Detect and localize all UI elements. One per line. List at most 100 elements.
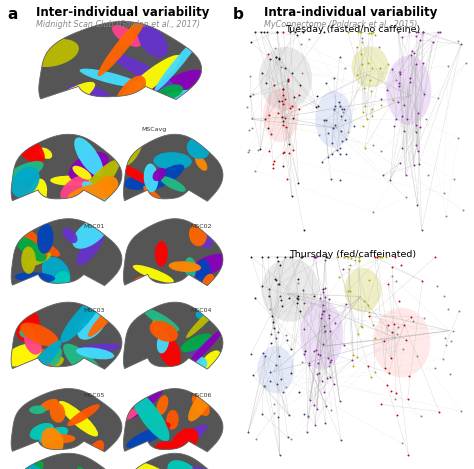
Ellipse shape	[154, 441, 179, 461]
Ellipse shape	[300, 300, 343, 370]
Ellipse shape	[76, 231, 104, 265]
PathPatch shape	[123, 453, 223, 469]
Ellipse shape	[60, 175, 89, 201]
Ellipse shape	[53, 271, 70, 291]
Ellipse shape	[138, 69, 202, 108]
Ellipse shape	[77, 467, 90, 469]
Ellipse shape	[181, 333, 212, 352]
Ellipse shape	[201, 274, 215, 294]
Ellipse shape	[191, 262, 214, 297]
Text: MSC06: MSC06	[190, 393, 211, 398]
PathPatch shape	[123, 134, 223, 201]
Ellipse shape	[171, 428, 199, 454]
PathPatch shape	[123, 453, 223, 469]
Ellipse shape	[153, 168, 166, 181]
Ellipse shape	[76, 348, 114, 359]
Ellipse shape	[257, 346, 294, 393]
PathPatch shape	[11, 134, 122, 201]
Ellipse shape	[19, 327, 35, 339]
Ellipse shape	[8, 461, 44, 469]
Text: MSC02: MSC02	[190, 224, 211, 229]
Text: Midnight Scan Club (Gordon et al., 2017): Midnight Scan Club (Gordon et al., 2017)	[36, 20, 200, 29]
Ellipse shape	[88, 298, 124, 337]
Ellipse shape	[4, 343, 41, 366]
Ellipse shape	[82, 182, 108, 205]
Ellipse shape	[150, 321, 178, 342]
Ellipse shape	[59, 401, 98, 437]
Text: MSC05: MSC05	[83, 393, 105, 398]
Ellipse shape	[74, 137, 103, 176]
Ellipse shape	[146, 164, 184, 190]
Ellipse shape	[144, 164, 158, 192]
Ellipse shape	[192, 393, 210, 416]
Ellipse shape	[15, 236, 46, 262]
Ellipse shape	[42, 257, 71, 288]
Ellipse shape	[24, 332, 42, 355]
Ellipse shape	[50, 402, 65, 423]
PathPatch shape	[123, 134, 223, 201]
Ellipse shape	[196, 308, 217, 321]
Ellipse shape	[85, 440, 104, 466]
Ellipse shape	[37, 242, 60, 257]
Ellipse shape	[80, 160, 119, 203]
Ellipse shape	[153, 421, 171, 430]
Text: MSCavg: MSCavg	[141, 127, 167, 132]
Ellipse shape	[39, 399, 58, 411]
Ellipse shape	[73, 217, 109, 249]
Text: b: b	[232, 7, 243, 22]
Ellipse shape	[50, 176, 91, 186]
Ellipse shape	[133, 265, 174, 283]
Ellipse shape	[48, 434, 75, 443]
Ellipse shape	[386, 55, 431, 125]
Ellipse shape	[189, 223, 207, 246]
Ellipse shape	[37, 224, 54, 254]
Text: a: a	[7, 7, 18, 22]
Text: MyConnectome (Poldrack et al., 2015): MyConnectome (Poldrack et al., 2015)	[264, 20, 417, 29]
Ellipse shape	[157, 332, 169, 354]
Ellipse shape	[142, 308, 179, 331]
Ellipse shape	[63, 228, 78, 243]
PathPatch shape	[39, 22, 201, 99]
PathPatch shape	[11, 219, 122, 286]
Ellipse shape	[156, 395, 168, 415]
Ellipse shape	[129, 276, 146, 296]
Ellipse shape	[195, 156, 208, 171]
Ellipse shape	[38, 148, 52, 159]
Text: Intra-individual variability: Intra-individual variability	[264, 6, 437, 19]
Ellipse shape	[315, 91, 352, 148]
Ellipse shape	[12, 346, 55, 374]
Ellipse shape	[30, 423, 54, 440]
Ellipse shape	[153, 152, 192, 170]
Ellipse shape	[138, 26, 168, 58]
Ellipse shape	[130, 461, 167, 469]
Ellipse shape	[123, 140, 142, 166]
Text: MSC03: MSC03	[83, 308, 105, 313]
Ellipse shape	[93, 176, 118, 200]
Ellipse shape	[199, 350, 220, 373]
Ellipse shape	[98, 13, 149, 76]
Ellipse shape	[187, 328, 224, 367]
Ellipse shape	[192, 466, 220, 469]
Ellipse shape	[20, 323, 59, 347]
Ellipse shape	[181, 424, 207, 445]
Ellipse shape	[18, 340, 62, 389]
Ellipse shape	[154, 34, 202, 92]
Ellipse shape	[373, 308, 430, 377]
Ellipse shape	[10, 183, 47, 205]
Ellipse shape	[186, 299, 225, 338]
Ellipse shape	[160, 176, 186, 192]
Ellipse shape	[263, 89, 298, 142]
PathPatch shape	[123, 388, 223, 452]
Ellipse shape	[197, 234, 213, 248]
Ellipse shape	[188, 335, 213, 355]
Text: MSC01: MSC01	[83, 224, 105, 229]
Ellipse shape	[120, 55, 181, 104]
Text: Tuesday (fasted/no caffeine): Tuesday (fasted/no caffeine)	[285, 24, 421, 33]
Ellipse shape	[80, 68, 142, 88]
PathPatch shape	[11, 388, 122, 452]
Ellipse shape	[18, 227, 48, 259]
Ellipse shape	[28, 39, 79, 67]
Ellipse shape	[21, 247, 36, 274]
Ellipse shape	[158, 334, 181, 368]
Ellipse shape	[114, 76, 146, 114]
